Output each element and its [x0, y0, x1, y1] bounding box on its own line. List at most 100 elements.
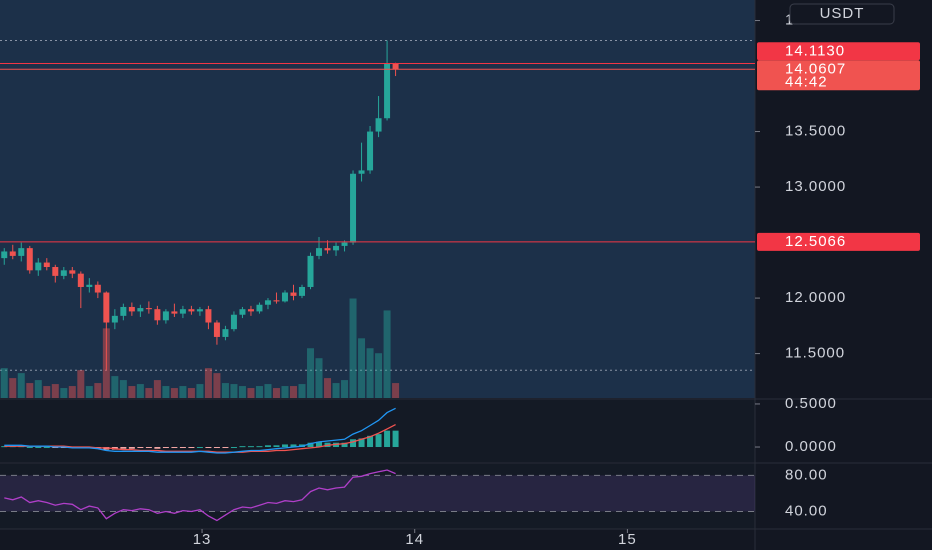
- candle-body: [9, 251, 16, 256]
- candle-body: [171, 311, 178, 314]
- candle-body: [324, 248, 331, 251]
- volume-bar: [392, 383, 400, 398]
- volume-bar: [145, 388, 153, 398]
- candle-body: [264, 300, 271, 305]
- macd-histogram-bar: [239, 446, 246, 448]
- y-tick-label: 13.0000: [785, 178, 846, 195]
- macd-histogram-bar: [256, 446, 263, 448]
- volume-bar: [111, 376, 119, 398]
- macd-histogram-bar: [171, 447, 178, 449]
- macd-histogram-bar: [367, 435, 374, 448]
- macd-pane: [0, 400, 755, 462]
- candle-body: [256, 304, 263, 312]
- candle-body: [120, 306, 127, 316]
- candle-body: [188, 309, 195, 312]
- macd-histogram-bar: [154, 447, 161, 449]
- volume-bar: [366, 348, 374, 398]
- candle-body: [341, 242, 348, 246]
- macd-histogram-bar: [120, 447, 127, 449]
- volume-bar: [341, 380, 349, 398]
- macd-histogram-bar: [273, 445, 280, 448]
- volume-bar: [187, 388, 195, 398]
- candle-body: [128, 306, 135, 312]
- macd-histogram-bar: [392, 430, 399, 448]
- candle-body: [333, 245, 340, 251]
- candle-body: [196, 309, 203, 312]
- candle-body: [205, 309, 212, 323]
- volume-bar: [51, 384, 59, 398]
- macd-histogram-bar: [26, 447, 33, 449]
- macd-histogram-bar: [281, 444, 288, 448]
- volume-bar: [230, 384, 238, 398]
- candle-body: [111, 315, 118, 323]
- volume-bar: [204, 368, 212, 398]
- macd-histogram-bar: [341, 442, 348, 448]
- macd-histogram-bar: [316, 441, 323, 448]
- x-tick-label: 15: [618, 531, 637, 548]
- macd-histogram-bar: [350, 439, 357, 448]
- volume-bar: [196, 384, 204, 398]
- macd-histogram-bar: [145, 447, 152, 449]
- price-pane: [0, 0, 755, 398]
- price-label-box: [757, 60, 920, 91]
- macd-histogram-bar: [375, 434, 382, 448]
- volume-bar: [255, 386, 263, 398]
- candle-body: [273, 300, 280, 302]
- candle-body: [316, 248, 323, 256]
- candle-body: [239, 309, 246, 315]
- volume-bar: [332, 383, 340, 398]
- rsi-line: [4, 469, 396, 522]
- volume-bar: [17, 373, 25, 398]
- volume-bar: [43, 386, 51, 398]
- candle-body: [35, 262, 42, 271]
- volume-bar: [264, 384, 272, 398]
- candle-body: [179, 309, 186, 314]
- macd-histogram-bar: [384, 430, 391, 448]
- volume-bar: [162, 386, 170, 398]
- candle-body: [222, 329, 229, 337]
- macd-histogram-bar: [196, 447, 203, 449]
- macd-histogram-bar: [290, 444, 297, 448]
- candle-body: [69, 270, 76, 274]
- volume-bar: [358, 338, 366, 398]
- candle-body: [392, 63, 399, 70]
- candle-body: [86, 284, 93, 287]
- candle-body: [384, 63, 391, 119]
- volume-bar: [375, 353, 383, 398]
- volume-bar: [119, 380, 127, 398]
- candle-body: [290, 292, 297, 296]
- volume-bar: [238, 386, 246, 398]
- rsi-tick-label: 40.00: [785, 502, 828, 519]
- candle-body: [358, 170, 365, 174]
- candle-body: [103, 292, 110, 323]
- macd-histogram-bar: [247, 446, 254, 448]
- macd-histogram-bar: [179, 447, 186, 449]
- candle-body: [307, 255, 314, 287]
- volume-bar: [9, 378, 17, 398]
- candle-body: [43, 262, 50, 267]
- x-tick-label: 14: [405, 531, 424, 548]
- volume-bar: [179, 386, 187, 398]
- macd-histogram-bar: [43, 447, 50, 449]
- currency-label: USDT: [820, 5, 865, 22]
- volume-bar: [60, 388, 68, 398]
- volume-bar: [315, 358, 323, 398]
- volume-bar: [324, 378, 332, 398]
- candle-body: [247, 309, 254, 312]
- y-tick-label: 11.5000: [785, 345, 845, 362]
- candle-body: [52, 266, 59, 276]
- macd-histogram-bar: [162, 447, 169, 449]
- volume-bar: [0, 368, 8, 398]
- volume-bar: [94, 383, 102, 398]
- candle-body: [281, 292, 288, 302]
- candle-body: [1, 251, 8, 259]
- volume-bar: [213, 373, 221, 398]
- macd-histogram-bar: [205, 447, 212, 449]
- countdown-label: 44:42: [785, 73, 828, 90]
- price-label: 14.1130: [785, 42, 845, 59]
- volume-bar: [272, 388, 280, 398]
- volume-bar: [221, 383, 229, 398]
- volume-bar: [68, 386, 76, 398]
- macd-histogram-bar: [137, 447, 144, 449]
